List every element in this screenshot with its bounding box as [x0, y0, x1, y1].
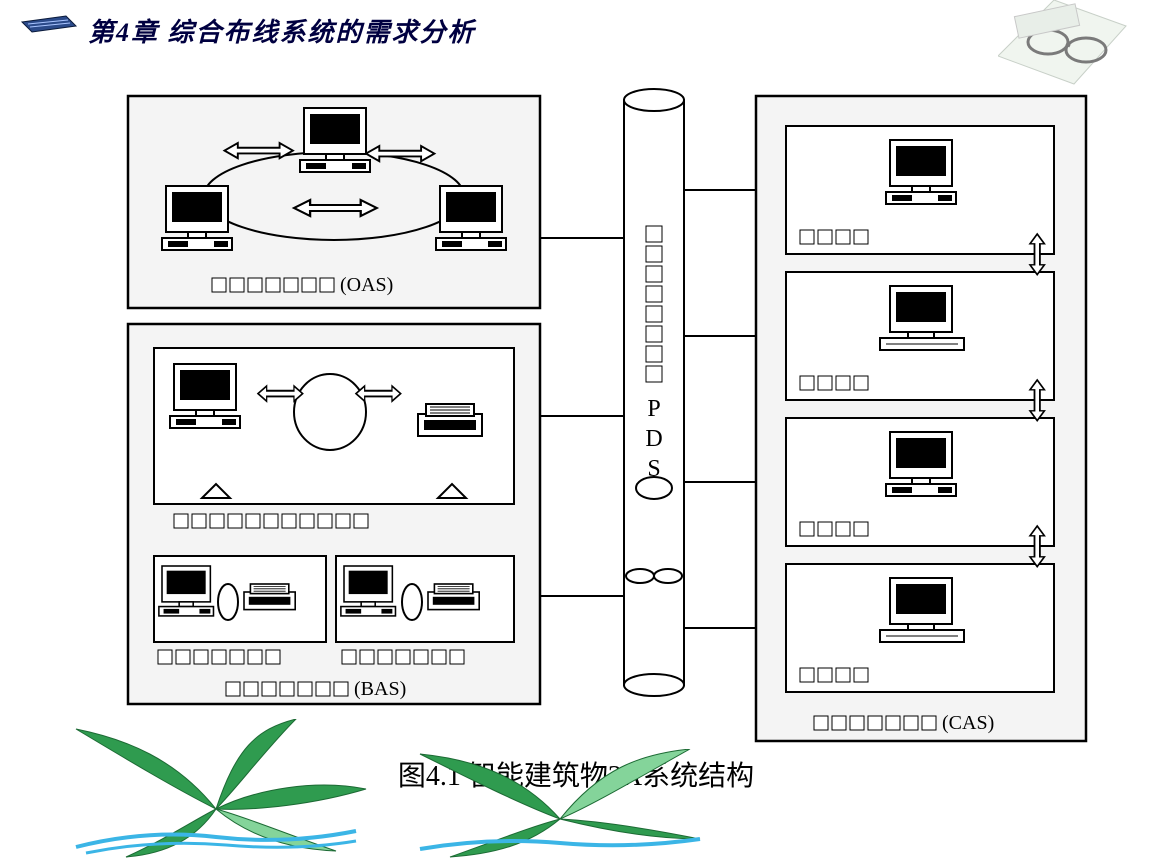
panel-cas: (CAS)	[756, 96, 1086, 741]
cas-label: (CAS)	[942, 712, 994, 734]
svg-text:P: P	[647, 396, 660, 422]
router-icon	[18, 6, 80, 41]
oas-label: (OAS)	[340, 274, 393, 296]
leaf-decoration-left	[56, 719, 376, 864]
bas-label: (BAS)	[354, 678, 406, 700]
backbone-pds: P D S	[624, 89, 684, 696]
panel-oas: (OAS)	[128, 96, 540, 308]
diagram-svg: P D S (OAS)	[120, 86, 1090, 746]
svg-text:D: D	[645, 426, 662, 452]
panel-bas: (BAS)	[128, 324, 540, 704]
leaf-decoration-mid	[410, 749, 710, 864]
glasses-icon	[998, 0, 1128, 95]
chapter-title: 第4章 综合布线系统的需求分析	[88, 12, 476, 49]
